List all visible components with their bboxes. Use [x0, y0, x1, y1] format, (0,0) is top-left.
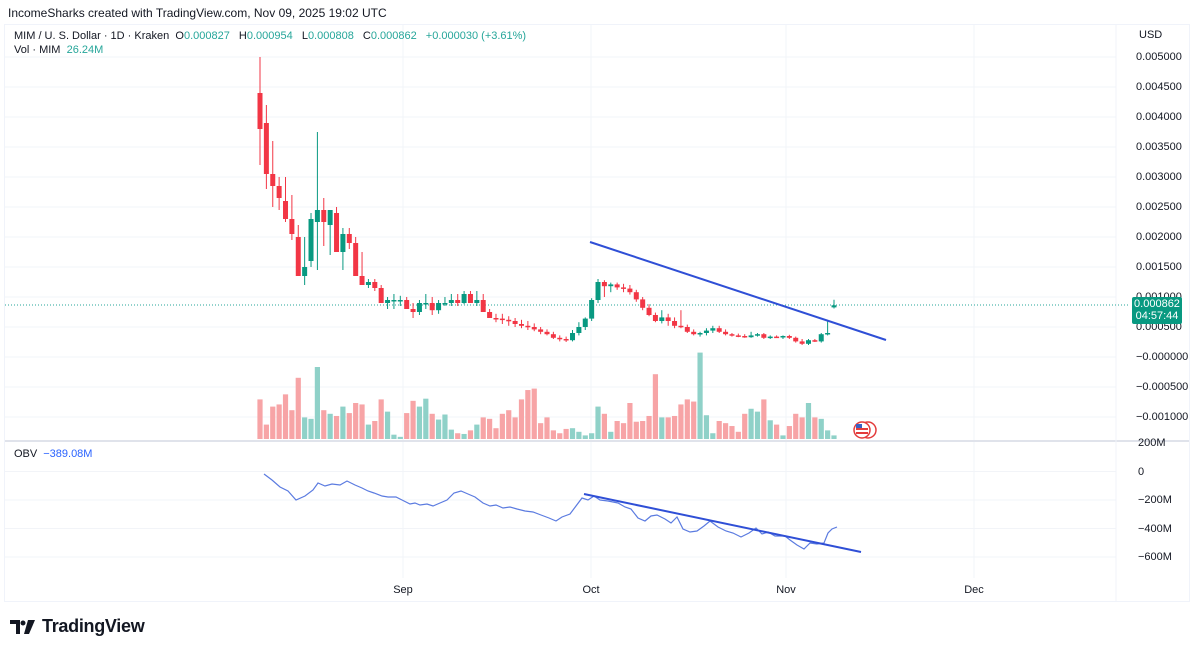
price-tick: 0.001500 — [1136, 261, 1182, 273]
brand-name: TradingView — [42, 616, 145, 636]
price-tick: 0.005000 — [1136, 51, 1182, 63]
obv-tick: −600M — [1138, 551, 1172, 563]
low-label: L — [301, 30, 308, 42]
obv-tick: −400M — [1138, 522, 1172, 535]
volume-bars — [257, 352, 837, 439]
last-price-tag: 0.000862 04:57:44 — [1132, 297, 1182, 324]
price-tick: −0.000000 — [1136, 351, 1189, 363]
high-value: 0.000954 — [246, 30, 293, 42]
obv-tick: 200M — [1138, 437, 1166, 449]
change-value: +0.000030 (+3.61%) — [425, 30, 527, 42]
price-candles — [257, 57, 837, 345]
symbol-name[interactable]: MIM / U. S. Dollar · 1D · Kraken — [14, 30, 170, 42]
price-trendline[interactable] — [589, 241, 887, 341]
us-flag-icon[interactable] — [853, 421, 877, 439]
obv-value: −389.08M — [43, 448, 93, 460]
symbol-legend[interactable]: MIM / U. S. Dollar · 1D · Kraken O0.0008… — [14, 29, 526, 57]
volume-value: 26.24M — [66, 44, 104, 56]
obv-tick: 0 — [1138, 465, 1145, 478]
chart-caption: IncomeSharks created with TradingView.co… — [8, 6, 387, 20]
open-value: 0.000827 — [183, 30, 230, 42]
currency-label[interactable]: USD — [1139, 29, 1163, 41]
last-price: 0.000862 — [1134, 298, 1180, 310]
high-label: H — [238, 30, 247, 42]
obv-trendline[interactable] — [583, 493, 862, 553]
price-tick: 0.003000 — [1136, 171, 1182, 183]
close-value: 0.000862 — [370, 30, 417, 42]
price-tick: −0.000500 — [1136, 381, 1189, 393]
obv-line — [263, 473, 838, 550]
price-tick: 0.000500 — [1136, 321, 1182, 333]
time-label-oct: Oct — [582, 584, 600, 596]
time-label-nov: Nov — [776, 584, 796, 596]
low-value: 0.000808 — [307, 30, 354, 42]
price-tick: 0.002000 — [1136, 231, 1182, 243]
price-tick: 0.002500 — [1136, 201, 1182, 213]
obv-label[interactable]: OBV — [14, 448, 38, 460]
tradingview-logo-icon — [10, 619, 35, 634]
close-label: C — [362, 30, 371, 42]
tradingview-logo[interactable]: TradingView — [10, 616, 145, 637]
time-label-sep: Sep — [393, 584, 413, 596]
obv-legend[interactable]: OBV −389.08M — [14, 448, 92, 460]
open-label: O — [175, 30, 184, 42]
time-label-dec: Dec — [964, 584, 984, 596]
obv-tick: −200M — [1138, 494, 1172, 506]
chart-frame — [4, 24, 1190, 602]
grid-lines — [5, 25, 1116, 578]
price-tick: 0.004500 — [1136, 81, 1182, 93]
bar-countdown: 04:57:44 — [1135, 310, 1179, 322]
volume-label[interactable]: Vol · MIM — [14, 44, 61, 56]
price-tick: 0.004000 — [1136, 111, 1182, 123]
price-tick: 0.003500 — [1136, 141, 1182, 153]
price-tick: −0.001000 — [1136, 411, 1189, 423]
